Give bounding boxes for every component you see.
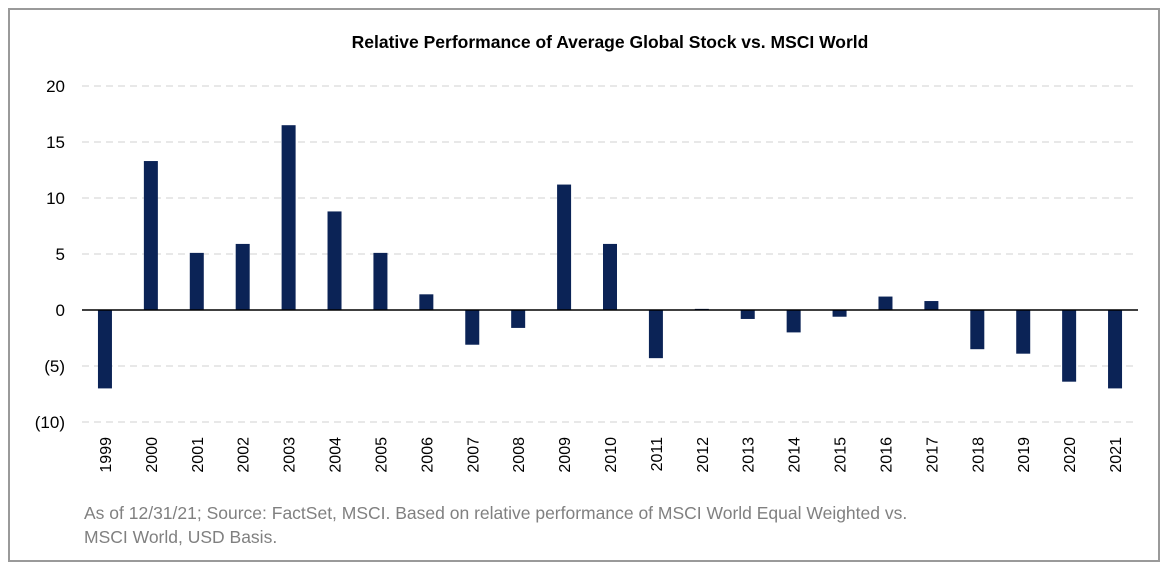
footnote-line-2: MSCI World, USD Basis. (84, 527, 277, 547)
y-tick-label: (5) (44, 357, 65, 376)
bar-2007 (465, 310, 480, 345)
x-tick-label: 2007 (465, 437, 482, 473)
x-tick-label: 2021 (1108, 437, 1125, 473)
bar-2001 (189, 252, 204, 310)
bar-2021 (1108, 310, 1123, 389)
footnote-line-1: As of 12/31/21; Source: FactSet, MSCI. B… (84, 503, 907, 523)
bar-2010 (603, 243, 617, 310)
bar-2016 (878, 296, 893, 310)
bar-2013 (740, 310, 755, 319)
x-tick-label: 2015 (833, 437, 850, 473)
y-tick-label: 15 (46, 133, 65, 152)
bar-2002 (235, 243, 250, 310)
bar-2018 (970, 310, 985, 350)
bar-2008 (511, 310, 526, 328)
bar-2020 (1062, 310, 1077, 382)
x-tick-label: 2018 (970, 437, 987, 473)
x-tick-label: 2017 (924, 437, 941, 473)
bar-2005 (373, 252, 388, 310)
bar-1999 (97, 310, 112, 389)
y-axis-ticks: 20 15 10 5 0 (5) (10) (35, 77, 65, 432)
x-tick-label: 2010 (603, 437, 620, 473)
y-tick-label: 10 (46, 189, 65, 208)
bar-2015 (832, 310, 847, 317)
x-tick-label: 2020 (1062, 437, 1079, 473)
bar-2003 (281, 125, 296, 310)
x-tick-label: 2001 (190, 437, 207, 473)
x-tick-label: 2003 (282, 437, 299, 473)
x-tick-label: 2005 (373, 437, 390, 473)
bar-2000 (143, 161, 158, 310)
x-tick-label: 2000 (144, 437, 161, 473)
bars (97, 125, 1123, 389)
bar-2011 (648, 310, 663, 359)
x-tick-label: 2004 (328, 437, 345, 473)
x-tick-label: 2019 (1016, 437, 1033, 473)
x-tick-label: 2002 (236, 437, 253, 473)
x-tick-label: 2014 (787, 437, 804, 473)
x-tick-label: 2013 (741, 437, 758, 473)
x-tick-label: 2016 (878, 437, 895, 473)
x-tick-label: 2011 (649, 437, 666, 472)
bar-2014 (786, 310, 801, 333)
x-tick-label: 2009 (557, 437, 574, 473)
bar-2009 (557, 184, 572, 310)
y-tick-label: 0 (56, 301, 65, 320)
bar-2017 (924, 301, 939, 310)
x-tick-label: 2006 (419, 437, 436, 473)
bar-2006 (419, 294, 434, 310)
x-tick-label: 2012 (695, 437, 712, 473)
y-tick-label: (10) (35, 413, 65, 432)
chart-title: Relative Performance of Average Global S… (352, 32, 869, 52)
x-axis-ticks: 1999 2000 2001 2002 2003 2004 2005 2006 2007 2008… (98, 437, 1125, 473)
bar-2004 (327, 211, 342, 310)
bar-2019 (1016, 310, 1031, 354)
x-tick-label: 2008 (511, 437, 528, 473)
y-tick-label: 5 (56, 245, 65, 264)
y-tick-label: 20 (46, 77, 65, 96)
x-tick-label: 1999 (98, 437, 115, 473)
